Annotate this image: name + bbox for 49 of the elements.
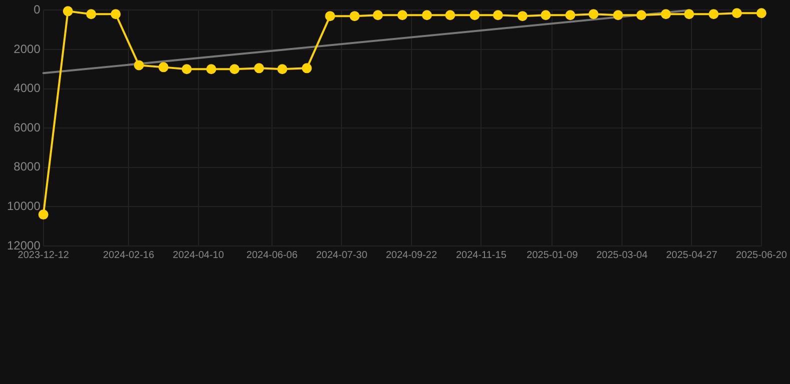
point: [38, 210, 48, 220]
point: [182, 64, 192, 74]
x-tick-label: 2024-11-15: [456, 250, 507, 261]
point: [254, 63, 264, 74]
point: [325, 11, 336, 22]
y-tick-label: 0: [34, 2, 41, 17]
x-tick-label: 2024-02-16: [103, 250, 155, 261]
point: [470, 10, 480, 20]
point: [565, 10, 576, 20]
point: [540, 10, 551, 20]
point: [636, 10, 646, 20]
point: [302, 63, 312, 74]
y-tick-label: 6000: [14, 120, 41, 134]
point: [708, 9, 719, 20]
x-tick-label: 2025-04-27: [666, 250, 718, 261]
point: [397, 10, 408, 20]
point: [684, 9, 694, 20]
point: [422, 10, 432, 20]
point: [732, 8, 742, 18]
point: [518, 11, 528, 22]
y-tick-label: 8000: [14, 160, 41, 174]
x-tick-label: 2024-07-30: [316, 250, 368, 261]
y-tick-label: 2000: [14, 42, 41, 56]
point: [86, 9, 96, 20]
x-tick-label: 2025-01-09: [526, 250, 578, 261]
point: [110, 9, 121, 20]
point: [350, 11, 360, 22]
point: [660, 9, 671, 20]
point: [372, 10, 383, 20]
point: [445, 10, 456, 20]
point: [134, 60, 144, 70]
point: [613, 10, 624, 20]
point: [756, 8, 766, 18]
point: [62, 6, 73, 16]
point: [206, 64, 216, 74]
point: [230, 64, 240, 74]
x-tick-label: 2024-04-10: [172, 250, 224, 261]
x-tick-label: 2025-06-20: [736, 250, 788, 261]
point: [277, 64, 288, 74]
point: [158, 62, 168, 72]
x-tick-label: 2023-12-12: [18, 250, 70, 261]
y-tick-label: 10000: [6, 199, 41, 214]
y-tick-label: 4000: [14, 81, 41, 96]
point: [492, 10, 503, 20]
x-tick-label: 2024-09-22: [386, 250, 438, 261]
point: [588, 9, 599, 20]
x-tick-label: 2024-06-06: [246, 250, 298, 261]
y-tick-label: 12000: [6, 238, 41, 252]
x-tick-label: 2025-03-04: [596, 250, 648, 261]
